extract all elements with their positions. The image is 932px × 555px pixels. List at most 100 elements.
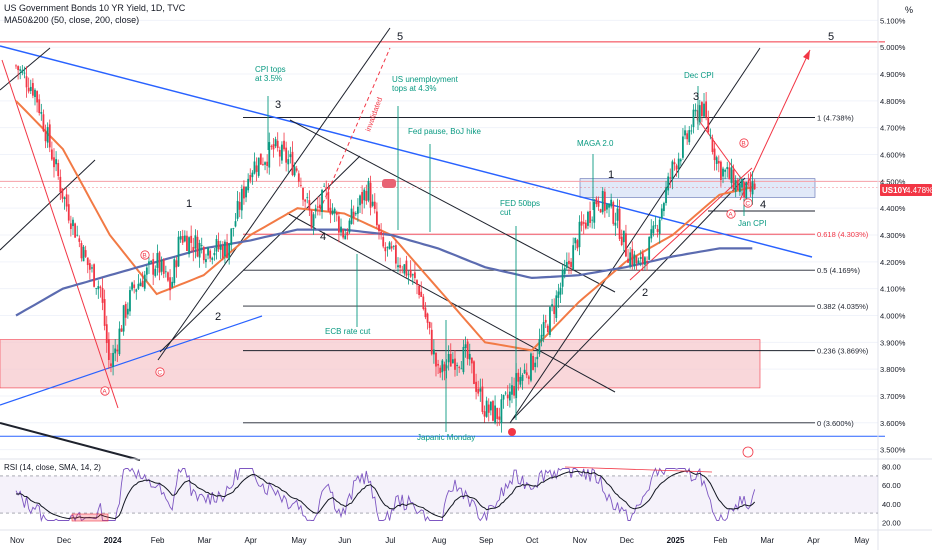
candle-body[interactable]	[747, 182, 750, 183]
candle-body[interactable]	[175, 260, 178, 268]
candle-body[interactable]	[321, 189, 323, 212]
candle-body[interactable]	[124, 304, 127, 318]
candle-body[interactable]	[388, 242, 391, 250]
candle-body[interactable]	[34, 89, 36, 98]
candle-body[interactable]	[753, 183, 756, 190]
candle-body[interactable]	[141, 280, 144, 287]
candle-body[interactable]	[183, 235, 186, 242]
candle-body[interactable]	[114, 348, 117, 354]
candle-body[interactable]	[593, 201, 596, 223]
candle-body[interactable]	[743, 182, 746, 198]
candle-body[interactable]	[162, 259, 165, 274]
candle-body[interactable]	[432, 349, 435, 355]
candle-body[interactable]	[278, 149, 281, 157]
candle-body[interactable]	[53, 157, 55, 168]
invalidated-line[interactable]	[319, 47, 391, 211]
candle-body[interactable]	[536, 356, 539, 360]
candle-body[interactable]	[57, 162, 60, 177]
candle-body[interactable]	[584, 222, 587, 229]
candle-body[interactable]	[255, 165, 258, 172]
candle-body[interactable]	[684, 130, 686, 136]
candle-body[interactable]	[69, 223, 72, 230]
candle-body[interactable]	[620, 236, 623, 246]
candle-body[interactable]	[502, 394, 505, 400]
candle-body[interactable]	[713, 148, 716, 161]
candle-body[interactable]	[289, 154, 292, 158]
candle-body[interactable]	[513, 386, 515, 396]
candle-body[interactable]	[371, 201, 374, 206]
candle-body[interactable]	[734, 180, 737, 192]
candle-body[interactable]	[568, 260, 570, 265]
candle-body[interactable]	[373, 201, 376, 209]
candle-body[interactable]	[29, 86, 32, 92]
ma200-line[interactable]	[15, 228, 753, 317]
candle-body[interactable]	[270, 145, 273, 147]
candle-body[interactable]	[291, 151, 294, 176]
candle-body[interactable]	[717, 160, 720, 164]
candle-body[interactable]	[682, 136, 684, 158]
candle-body[interactable]	[690, 130, 693, 132]
candle-body[interactable]	[152, 259, 155, 275]
candle-body[interactable]	[59, 176, 62, 193]
candle-body[interactable]	[612, 202, 615, 224]
candle-body[interactable]	[190, 235, 193, 243]
candle-body[interactable]	[669, 177, 672, 179]
candle-body[interactable]	[171, 281, 174, 288]
candle-body[interactable]	[394, 245, 397, 264]
candle-body[interactable]	[390, 246, 393, 249]
candle-body[interactable]	[549, 307, 551, 336]
candle-body[interactable]	[449, 353, 452, 367]
candle-body[interactable]	[534, 362, 537, 368]
candle-body[interactable]	[219, 245, 222, 250]
candle-body[interactable]	[749, 182, 752, 192]
candle-body[interactable]	[711, 138, 714, 152]
candle-body[interactable]	[253, 161, 256, 174]
candle-body[interactable]	[629, 252, 632, 266]
candle-body[interactable]	[673, 162, 676, 165]
candle-body[interactable]	[622, 230, 625, 243]
candle-body[interactable]	[112, 352, 114, 367]
candle-body[interactable]	[631, 248, 634, 265]
candle-body[interactable]	[145, 267, 148, 275]
rsi-line[interactable]	[15, 467, 756, 523]
candle-body[interactable]	[565, 261, 568, 268]
candle-body[interactable]	[428, 321, 431, 328]
candle-body[interactable]	[310, 210, 313, 228]
candle-body[interactable]	[306, 197, 309, 199]
candle-body[interactable]	[601, 190, 604, 213]
candle-body[interactable]	[91, 267, 93, 269]
candle-body[interactable]	[648, 237, 651, 260]
candle-body[interactable]	[192, 246, 195, 251]
candle-body[interactable]	[618, 208, 621, 239]
candle-body[interactable]	[386, 246, 389, 248]
candle-body[interactable]	[489, 401, 492, 411]
candle-body[interactable]	[633, 254, 636, 267]
candle-body[interactable]	[148, 261, 150, 264]
candle-body[interactable]	[441, 360, 444, 373]
candle-body[interactable]	[375, 211, 378, 226]
candle-body[interactable]	[561, 269, 564, 287]
candle-body[interactable]	[354, 213, 357, 215]
candle-body[interactable]	[527, 376, 530, 379]
candle-body[interactable]	[591, 219, 594, 221]
candle-body[interactable]	[194, 235, 197, 249]
candle-body[interactable]	[188, 237, 190, 255]
candle-body[interactable]	[468, 353, 471, 360]
candle-body[interactable]	[207, 247, 209, 256]
candle-body[interactable]	[477, 388, 480, 394]
candle-body[interactable]	[614, 222, 617, 226]
candle-body[interactable]	[732, 169, 735, 190]
candle-body[interactable]	[599, 209, 602, 213]
candle-body[interactable]	[169, 277, 171, 291]
candle-body[interactable]	[656, 228, 659, 233]
candle-body[interactable]	[359, 195, 361, 206]
candle-body[interactable]	[101, 287, 104, 303]
candle-body[interactable]	[78, 238, 81, 242]
candle-body[interactable]	[42, 114, 45, 132]
candle-body[interactable]	[563, 268, 566, 274]
candle-body[interactable]	[646, 261, 648, 263]
candle-body[interactable]	[521, 374, 524, 381]
candle-body[interactable]	[316, 206, 319, 208]
candle-body[interactable]	[437, 363, 439, 366]
candle-body[interactable]	[557, 291, 560, 298]
